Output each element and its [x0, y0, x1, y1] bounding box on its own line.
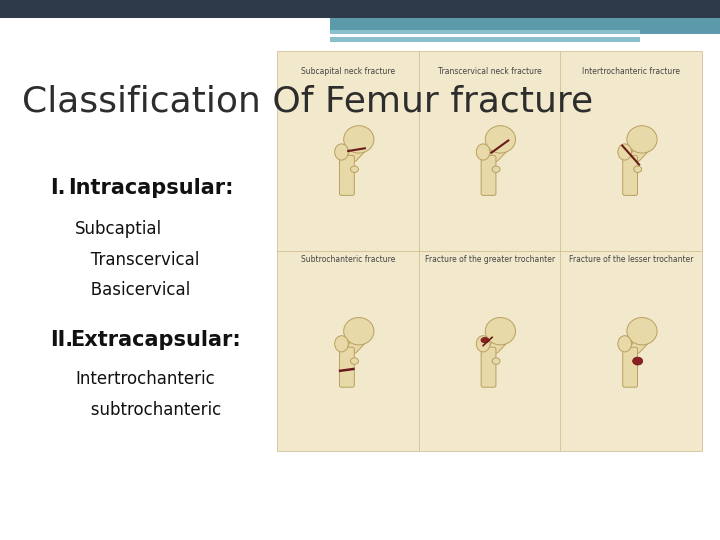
Ellipse shape — [335, 336, 348, 352]
Ellipse shape — [627, 126, 657, 153]
Text: Fracture of the lesser trochanter: Fracture of the lesser trochanter — [569, 255, 693, 264]
Ellipse shape — [335, 144, 348, 160]
FancyBboxPatch shape — [481, 347, 496, 387]
Text: Intertrochanteric fracture: Intertrochanteric fracture — [582, 68, 680, 76]
Polygon shape — [629, 335, 653, 355]
Bar — [0, 0, 720, 18]
Text: Transcervical neck fracture: Transcervical neck fracture — [438, 68, 541, 76]
Ellipse shape — [485, 126, 516, 153]
Polygon shape — [629, 143, 653, 163]
Text: Subcaptial
   Transcervical
   Basicervical: Subcaptial Transcervical Basicervical — [75, 220, 199, 299]
Ellipse shape — [351, 358, 359, 365]
Ellipse shape — [343, 318, 374, 345]
Ellipse shape — [481, 338, 489, 343]
Ellipse shape — [492, 166, 500, 172]
Ellipse shape — [633, 357, 643, 365]
Text: Intertrochanteric
   subtrochanteric: Intertrochanteric subtrochanteric — [75, 370, 221, 418]
FancyBboxPatch shape — [481, 156, 496, 195]
FancyBboxPatch shape — [340, 347, 354, 387]
Bar — [330, 34, 640, 37]
Text: Subtrochanteric fracture: Subtrochanteric fracture — [301, 255, 395, 264]
Text: Fracture of the greater trochanter: Fracture of the greater trochanter — [425, 255, 554, 264]
Text: Subcapital neck fracture: Subcapital neck fracture — [301, 68, 395, 76]
Text: Extracapsular:: Extracapsular: — [70, 330, 240, 350]
FancyBboxPatch shape — [623, 347, 637, 387]
Polygon shape — [488, 335, 511, 355]
Ellipse shape — [618, 144, 631, 160]
Text: II.: II. — [50, 330, 73, 350]
Polygon shape — [488, 143, 511, 163]
Bar — [330, 12, 720, 34]
Bar — [277, 51, 702, 451]
Ellipse shape — [351, 166, 359, 172]
Ellipse shape — [485, 318, 516, 345]
FancyBboxPatch shape — [340, 156, 354, 195]
Bar — [330, 30, 640, 42]
Ellipse shape — [492, 358, 500, 365]
FancyBboxPatch shape — [623, 156, 637, 195]
Ellipse shape — [627, 318, 657, 345]
Ellipse shape — [634, 166, 642, 172]
Text: I.: I. — [50, 178, 66, 198]
Polygon shape — [346, 143, 369, 163]
Text: Classification Of Femur fracture: Classification Of Femur fracture — [22, 85, 593, 119]
Polygon shape — [346, 335, 369, 355]
Ellipse shape — [618, 336, 631, 352]
Text: Intracapsular:: Intracapsular: — [68, 178, 233, 198]
Ellipse shape — [634, 358, 642, 365]
Ellipse shape — [477, 336, 490, 352]
Ellipse shape — [343, 126, 374, 153]
Ellipse shape — [477, 144, 490, 160]
